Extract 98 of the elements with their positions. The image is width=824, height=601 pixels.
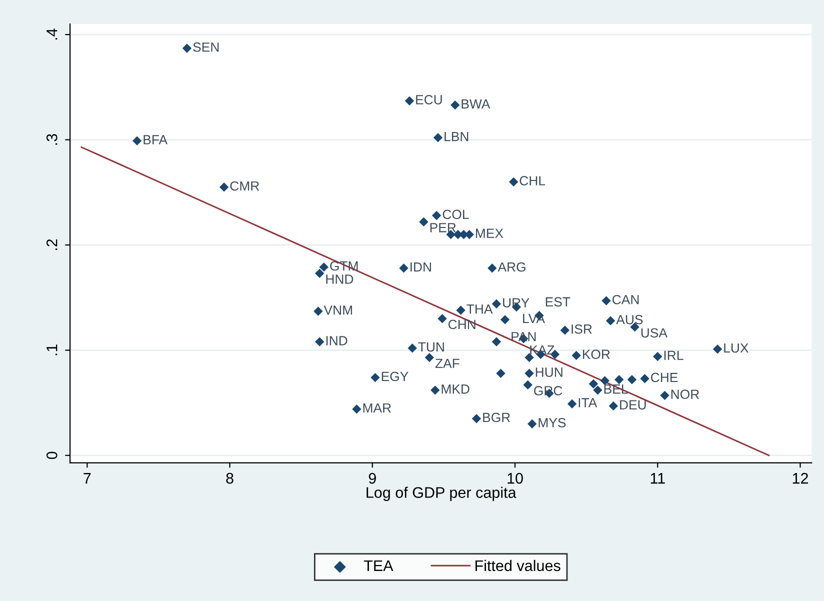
point — [492, 299, 502, 309]
annotation: CAN — [612, 294, 639, 304]
point — [528, 419, 537, 428]
y-tick-label: 0 — [46, 452, 58, 460]
x-tick-label: 10 — [508, 472, 523, 484]
point — [608, 401, 618, 411]
annotation: COL — [442, 210, 469, 220]
y-tick-label: .2 — [46, 239, 58, 250]
point — [593, 386, 602, 395]
annotation: CHL — [520, 176, 546, 186]
annotation: IRL — [664, 350, 684, 360]
y-tick-label: .1 — [46, 344, 58, 356]
annotation: CMR — [230, 181, 260, 191]
x-tick-label: 8 — [226, 472, 234, 484]
x-tick-label: 12 — [792, 472, 808, 484]
point — [492, 337, 502, 346]
point — [572, 350, 581, 360]
point — [219, 182, 229, 192]
point — [182, 44, 192, 53]
annotation: ITA — [578, 398, 598, 408]
annotation: ISR — [572, 324, 592, 334]
point — [588, 379, 598, 388]
legend-label: Fitted values — [476, 560, 560, 572]
annotation: NOR — [671, 390, 700, 399]
annotation: CHE — [651, 372, 678, 382]
annotation: MEX — [476, 228, 504, 238]
point — [399, 264, 408, 273]
point — [314, 306, 323, 316]
point — [433, 133, 443, 142]
point — [500, 315, 510, 324]
annotation: THA — [466, 304, 493, 314]
point — [560, 326, 570, 335]
annotation: LUX — [724, 343, 748, 353]
point — [450, 100, 460, 110]
point — [315, 337, 324, 346]
point — [408, 343, 417, 353]
y-tick-label: .3 — [46, 134, 58, 145]
point — [602, 296, 611, 306]
point — [567, 399, 577, 408]
annotation: ARG — [498, 262, 526, 272]
point — [524, 352, 534, 362]
annotation: HUN — [536, 368, 562, 377]
point — [419, 217, 428, 226]
point — [370, 372, 380, 382]
point — [472, 414, 482, 424]
annotation: MAR — [363, 403, 391, 413]
point — [524, 368, 534, 378]
point — [508, 177, 518, 186]
annotation: EST — [546, 297, 570, 307]
point — [600, 376, 610, 386]
annotation: BWA — [462, 99, 490, 108]
point — [430, 386, 440, 395]
legend-label: TEA — [364, 560, 394, 571]
annotation: BGR — [483, 412, 510, 422]
point — [614, 375, 624, 384]
point — [424, 352, 434, 362]
x-tick-label: 9 — [368, 472, 376, 484]
point — [319, 262, 328, 272]
point — [606, 316, 616, 326]
annotation: ECU — [416, 95, 442, 104]
annotation: DEU — [620, 400, 646, 410]
annotation: URY — [503, 298, 530, 308]
annotation: MYS — [538, 418, 566, 428]
annotation: LBN — [444, 132, 468, 142]
point — [352, 404, 362, 414]
point — [456, 306, 466, 315]
point — [404, 96, 414, 106]
point — [660, 390, 670, 400]
annotation: HND — [326, 274, 354, 284]
annotation: EGY — [382, 372, 408, 382]
y-tick-label: .4 — [46, 28, 58, 40]
annotation: CHN — [448, 320, 476, 330]
annotation: IND — [326, 336, 348, 346]
point — [432, 210, 442, 220]
point — [627, 375, 637, 384]
annotation: IDN — [410, 262, 431, 272]
annotation: KOR — [582, 350, 610, 359]
annotation: MKD — [442, 384, 470, 394]
annotation: SEN — [193, 42, 219, 52]
point — [653, 352, 662, 362]
point — [132, 136, 142, 146]
point — [496, 368, 506, 378]
annotation: AUS — [616, 314, 643, 324]
point — [712, 344, 722, 354]
annotation: VNM — [324, 306, 352, 315]
point — [488, 264, 497, 273]
x-tick-label: 7 — [84, 473, 91, 484]
point — [523, 380, 532, 390]
point — [640, 374, 650, 384]
annotation: BFA — [144, 135, 168, 144]
x-tick-label: 11 — [650, 473, 665, 484]
x-axis-title: Log of GDP per capita — [366, 486, 516, 501]
annotation: USA — [641, 328, 668, 338]
point — [438, 314, 447, 324]
annotation: PER — [430, 223, 456, 232]
annotation: TUN — [418, 342, 444, 352]
point — [315, 268, 324, 278]
annotation: ZAF — [435, 358, 460, 368]
